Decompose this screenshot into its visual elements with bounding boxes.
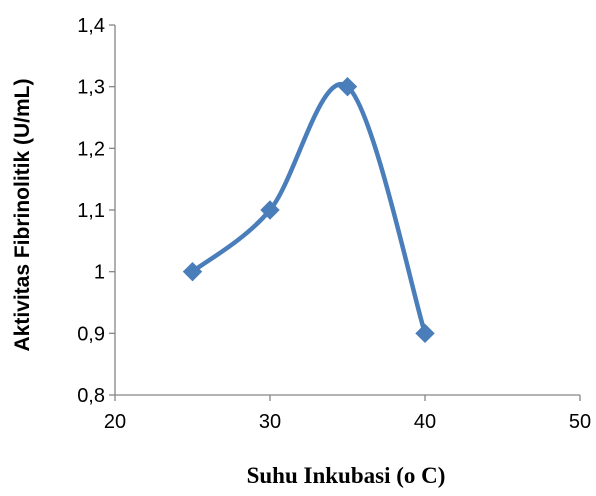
data-point-marker — [260, 200, 280, 220]
data-point-marker — [182, 261, 203, 282]
x-tick-label: 40 — [414, 411, 436, 433]
y-tick-label: 1 — [94, 262, 105, 284]
y-tick-label: 1,1 — [77, 200, 105, 222]
axes — [109, 24, 581, 401]
data-point-marker — [415, 323, 435, 344]
x-axis-title: Suhu Inkubasi (o C) — [247, 463, 446, 488]
x-tick-label: 50 — [569, 411, 591, 433]
y-tick-label: 0,9 — [77, 323, 105, 345]
y-tick-label: 0,8 — [77, 385, 105, 407]
y-tick-label: 1,4 — [77, 15, 105, 37]
x-tick-label: 30 — [259, 411, 281, 433]
data-point-marker — [337, 76, 358, 97]
y-tick-label: 1,2 — [77, 138, 105, 160]
x-tick-label: 20 — [104, 411, 126, 433]
y-tick-label: 1,3 — [77, 77, 105, 99]
tick-labels: 0,8 0,9 1 1,1 1,2 1,3 1,4 20 30 40 50 — [77, 15, 591, 433]
y-axis-title: Aktivitas Fibrinolitik (U/mL) — [11, 78, 34, 351]
series-line — [190, 82, 428, 336]
series — [182, 76, 435, 344]
